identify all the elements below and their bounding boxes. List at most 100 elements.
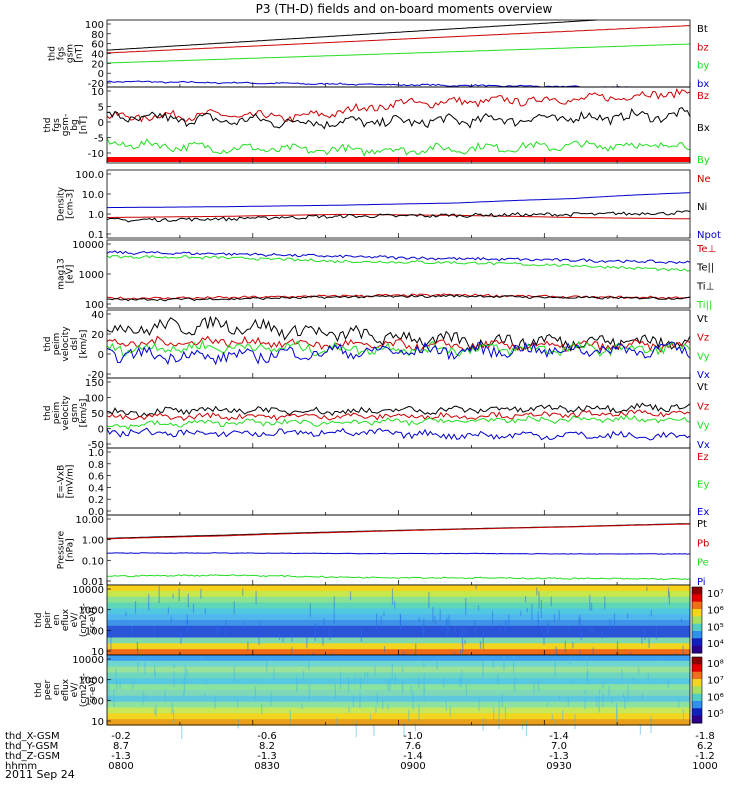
spectrogram-streak [132,682,134,690]
spectrogram-streak [602,683,604,689]
spectrogram-streak [181,724,183,739]
colorbar-segment [692,623,702,632]
y-axis-label: thd fgs gsm [nT] [48,44,85,63]
y-label-line: peim [52,333,62,356]
y-tick-label: -10 [88,149,104,160]
colorbar-tick-label: 10⁸ [707,659,724,670]
series-Vt-line [106,402,691,418]
spectrogram-streak [667,587,670,598]
spectrogram-streak [644,628,646,641]
spectrogram-streak [442,626,444,632]
y-tick-label: 0.6 [88,472,104,483]
spectrogram-streak [153,626,155,638]
y-axis-label: thd peim velocity gsm [km/s] [43,395,89,431]
spectrogram-streak [641,693,644,700]
spectrogram-streak [333,610,335,624]
y-tick-label: 1.0 [88,448,104,459]
spectrogram-streak [242,622,245,629]
spectrogram-streak [578,617,580,632]
legend-entry: Te⊥ [696,244,716,255]
legend-entry: Pi [697,577,706,588]
spectrogram-band [107,666,690,674]
spectrogram-streak [492,610,494,629]
spectrogram-streak [558,696,560,702]
spectrogram-streak [418,617,420,622]
spectrogram-streak [376,692,378,705]
spectrogram-streak [394,674,396,685]
spectrogram-streak [376,613,378,630]
ephemeris-value: 1000 [692,761,717,772]
spectrogram-band [107,684,690,691]
spectrogram-streak [462,643,464,653]
ephemeris-value: -1.8 [695,731,715,742]
ephemeris-value: 8.2 [259,741,275,752]
spectrogram-streak [498,699,500,717]
y-label-line: fgs [57,46,67,60]
spectrogram-streak [520,610,522,616]
spectrogram-streak [200,588,202,599]
spectrogram-streak [461,670,463,687]
y-tick-label: 0.0 [88,507,104,518]
spectrogram-streak [533,683,535,694]
spectrogram-streak [148,594,150,611]
spectrogram-streak [270,692,272,707]
spectrogram-streak [558,610,560,621]
spectrogram-streak [204,693,206,698]
spectrogram-band [107,585,690,592]
ephemeris-value: -0.6 [257,731,277,742]
panel-peim_vel_gsm: 150 100 50 0 -50 thd peim velocity gsm [km/s] Vt Vz… [43,377,710,451]
spectrogram-streak [601,631,603,639]
spectrogram-streak [423,661,425,668]
series-Ti-line [106,250,691,264]
y-tick-label: 0.4 [88,483,104,494]
spectrogram-streak [289,710,291,727]
ephemeris-row-label: thd_Z-GSM [5,751,60,762]
spectrogram-streak [531,603,533,620]
ephemeris-value: -0.2 [111,731,131,742]
y-label-line: sr-eV) [88,677,98,703]
spectrogram-streak [348,706,350,713]
spectrogram-streak [514,676,516,693]
spectrogram-band [107,678,690,685]
colorbar-segment [692,686,702,695]
y-tick-label: 100 [85,626,104,637]
ephemeris-value: -1.2 [695,751,715,762]
y-label-line: fgs [52,118,62,132]
ephemeris-value: 6.2 [697,741,713,752]
spectrogram-streak [242,588,244,596]
spectrogram-streak [541,628,543,633]
series-by-line [106,43,691,64]
spectrogram-streak [608,685,610,697]
legend-entry: Ti⊥ [696,281,714,292]
ephemeris-value: -1.4 [403,751,423,762]
spectrogram-band [107,713,690,720]
ephemeris-value: 0930 [546,761,571,772]
spectrogram-streak [258,621,261,627]
spectrogram-streak [613,613,616,630]
spectrogram-streak [586,655,588,666]
spectrogram-streak [461,627,463,645]
spectrogram-streak [422,624,424,638]
spectrogram-streak [183,691,185,697]
spectrogram-streak [254,686,257,699]
spectrogram-streak [137,658,139,673]
spectrogram-streak [627,684,629,702]
spectrogram-streak [302,671,305,681]
series-Vx-line [106,427,691,441]
spectrogram-streak [648,635,650,648]
spectrogram-band [107,590,690,598]
spectrogram-streak [504,707,507,720]
legend-entry: Vx [697,370,710,381]
spectrogram-streak [214,695,216,709]
legend-entry: bx [697,79,709,90]
spectrogram-streak [204,608,206,615]
spectrogram-streak [616,702,618,720]
y-tick-label: 60 [91,40,104,51]
y-label-line: [mV/m] [66,465,76,499]
spectrogram-streak [266,661,268,673]
spectrogram-streak [410,685,412,695]
spectrogram-streak [580,631,582,641]
colorbar-segment [692,638,702,647]
spectrogram-streak [233,601,235,615]
spectrogram-streak [602,693,604,707]
